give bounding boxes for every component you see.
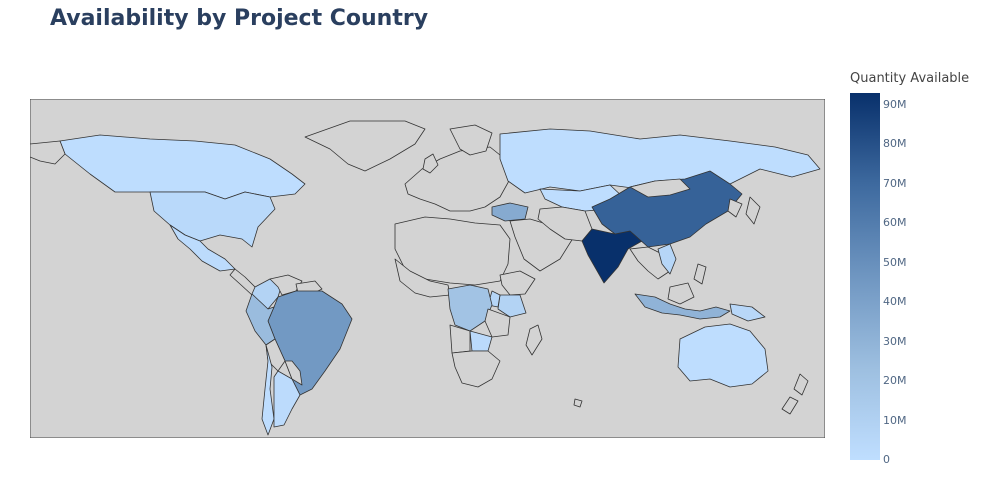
country-chile[interactable]: [261, 344, 275, 436]
country-borneo[interactable]: [667, 282, 695, 305]
world-map[interactable]: [30, 99, 825, 438]
colorbar-tick-label: 40M: [883, 295, 907, 309]
country-korea-japan[interactable]: [727, 196, 761, 225]
colorbar-ticks: 0 10M 20M 30M 40M 50M 60M 70M 80M 90M: [840, 68, 990, 468]
country-indonesia[interactable]: [634, 293, 731, 320]
colorbar-tick-label: 50M: [883, 255, 907, 269]
colorbar-gradient: [850, 93, 880, 460]
country-madagascar[interactable]: [525, 324, 543, 356]
country-australia[interactable]: [677, 323, 769, 388]
colorbar-tick-label: 60M: [883, 216, 907, 230]
country-canada[interactable]: [59, 134, 306, 200]
country-india[interactable]: [581, 228, 643, 284]
country-southern-africa[interactable]: [451, 350, 501, 388]
colorbar-tick-label: 30M: [883, 334, 907, 348]
country-argentina[interactable]: [273, 370, 301, 428]
colorbar-tick-label: 20M: [883, 374, 907, 388]
country-new-zealand[interactable]: [781, 373, 809, 415]
colorbar-tick-label: 0: [883, 453, 890, 466]
country-mongolia[interactable]: [629, 178, 691, 198]
country-russia[interactable]: [499, 128, 821, 194]
country-uk[interactable]: [422, 153, 439, 174]
country-uruguay-paraguay[interactable]: [284, 360, 303, 386]
colorbar-tick-label: 90M: [883, 97, 907, 111]
chart-title: Availability by Project Country: [50, 6, 429, 31]
colorbar-tick-label: 10M: [883, 413, 907, 427]
country-europe[interactable]: [404, 146, 511, 212]
country-scandinavia[interactable]: [449, 124, 493, 156]
country-tanzania[interactable]: [484, 308, 511, 338]
colorbar-legend: Quantity Available 0 10M 20M 30M 40M 50M 60M 70…: [840, 68, 990, 468]
country-turkey[interactable]: [491, 202, 529, 222]
country-papua-new-guinea[interactable]: [729, 303, 766, 322]
country-greenland[interactable]: [304, 120, 426, 172]
colorbar-tick-label: 80M: [883, 137, 907, 151]
country-antarctic-islands[interactable]: [573, 398, 583, 408]
country-philippines[interactable]: [693, 263, 707, 285]
country-alaska[interactable]: [30, 140, 66, 165]
country-vietnam[interactable]: [657, 243, 677, 275]
colorbar-tick-label: 70M: [883, 176, 907, 190]
country-ethiopia-horn[interactable]: [499, 270, 536, 296]
colorbar-title: Quantity Available: [850, 71, 970, 86]
map-area[interactable]: [30, 99, 825, 438]
